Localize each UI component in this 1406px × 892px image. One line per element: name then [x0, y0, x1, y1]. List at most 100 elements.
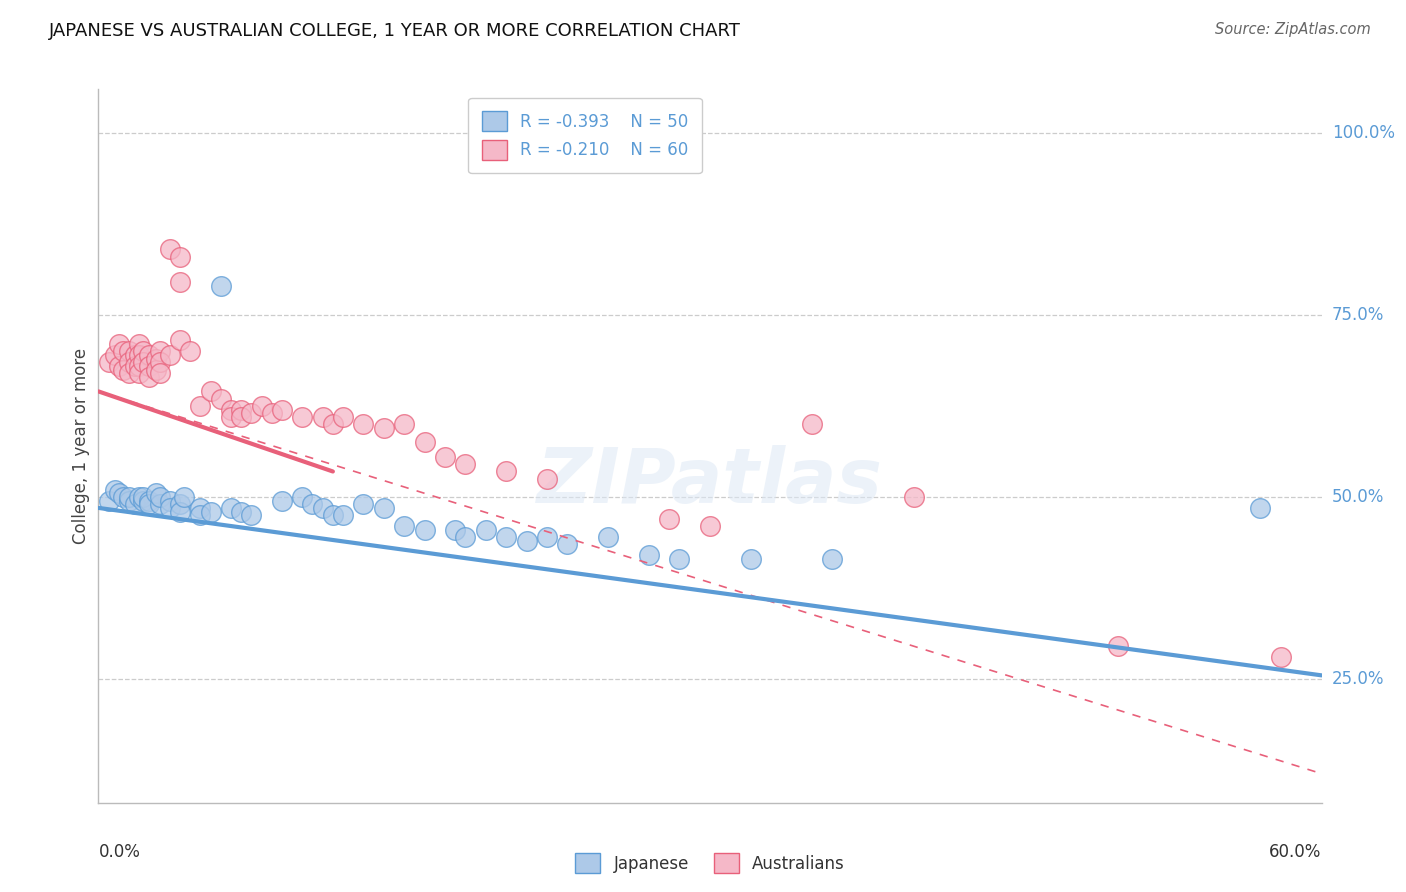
Point: [1270, 650, 1292, 665]
Point: [159, 348, 181, 362]
Point: [240, 406, 263, 420]
Point: [138, 369, 160, 384]
Point: [132, 355, 155, 369]
Text: 50.0%: 50.0%: [1331, 488, 1385, 506]
Text: JAPANESE VS AUSTRALIAN COLLEGE, 1 YEAR OR MORE CORRELATION CHART: JAPANESE VS AUSTRALIAN COLLEGE, 1 YEAR O…: [49, 22, 741, 40]
Point: [434, 450, 457, 464]
Point: [159, 243, 181, 257]
Point: [138, 493, 160, 508]
Point: [301, 497, 323, 511]
Point: [668, 552, 690, 566]
Point: [145, 351, 167, 366]
Point: [145, 486, 167, 500]
Point: [495, 465, 517, 479]
Point: [128, 348, 150, 362]
Point: [138, 348, 160, 362]
Point: [454, 530, 477, 544]
Point: [821, 552, 844, 566]
Point: [903, 490, 925, 504]
Text: 100.0%: 100.0%: [1331, 124, 1395, 142]
Point: [209, 392, 232, 406]
Point: [149, 344, 172, 359]
Point: [495, 530, 517, 544]
Point: [373, 421, 395, 435]
Point: [128, 490, 150, 504]
Point: [111, 362, 134, 376]
Point: [108, 486, 131, 500]
Point: [332, 508, 354, 523]
Point: [118, 490, 141, 504]
Point: [138, 497, 160, 511]
Point: [169, 504, 191, 518]
Point: [169, 275, 191, 289]
Point: [312, 409, 335, 424]
Point: [118, 344, 141, 359]
Text: 25.0%: 25.0%: [1331, 670, 1385, 688]
Point: [322, 508, 344, 523]
Point: [111, 490, 134, 504]
Point: [128, 337, 150, 351]
Point: [598, 530, 620, 544]
Point: [474, 523, 498, 537]
Point: [188, 399, 212, 413]
Point: [413, 523, 436, 537]
Point: [132, 490, 155, 504]
Point: [118, 493, 141, 508]
Point: [555, 537, 579, 551]
Point: [260, 406, 283, 420]
Point: [179, 344, 201, 359]
Point: [209, 278, 232, 293]
Point: [637, 548, 661, 562]
Point: [740, 552, 762, 566]
Point: [658, 512, 681, 526]
Point: [169, 250, 191, 264]
Text: 60.0%: 60.0%: [1270, 843, 1322, 861]
Point: [200, 504, 222, 518]
Point: [1107, 639, 1129, 653]
Point: [219, 500, 242, 515]
Point: [132, 493, 155, 508]
Point: [322, 417, 344, 432]
Point: [124, 348, 146, 362]
Point: [173, 490, 195, 504]
Text: 0.0%: 0.0%: [98, 843, 141, 861]
Point: [231, 409, 253, 424]
Point: [159, 493, 181, 508]
Point: [145, 362, 167, 376]
Point: [108, 337, 131, 351]
Point: [516, 533, 538, 548]
Point: [149, 497, 172, 511]
Point: [149, 355, 172, 369]
Point: [240, 508, 263, 523]
Point: [270, 493, 294, 508]
Y-axis label: College, 1 year or more: College, 1 year or more: [72, 348, 90, 544]
Point: [169, 497, 191, 511]
Point: [352, 417, 374, 432]
Text: Source: ZipAtlas.com: Source: ZipAtlas.com: [1215, 22, 1371, 37]
Point: [118, 366, 141, 380]
Point: [138, 359, 160, 373]
Point: [149, 490, 172, 504]
Point: [536, 472, 558, 486]
Point: [132, 344, 155, 359]
Point: [454, 457, 477, 471]
Point: [392, 519, 416, 533]
Point: [270, 402, 294, 417]
Point: [128, 359, 150, 373]
Point: [188, 500, 212, 515]
Point: [444, 523, 467, 537]
Point: [97, 493, 120, 508]
Point: [312, 500, 335, 515]
Point: [200, 384, 222, 399]
Point: [118, 355, 141, 369]
Point: [159, 500, 181, 515]
Point: [149, 366, 172, 380]
Point: [111, 344, 134, 359]
Point: [332, 409, 354, 424]
Legend: Japanese, Australians: Japanese, Australians: [568, 847, 852, 880]
Point: [108, 359, 131, 373]
Point: [219, 402, 242, 417]
Text: ZIPatlas: ZIPatlas: [537, 445, 883, 518]
Point: [97, 355, 120, 369]
Point: [188, 508, 212, 523]
